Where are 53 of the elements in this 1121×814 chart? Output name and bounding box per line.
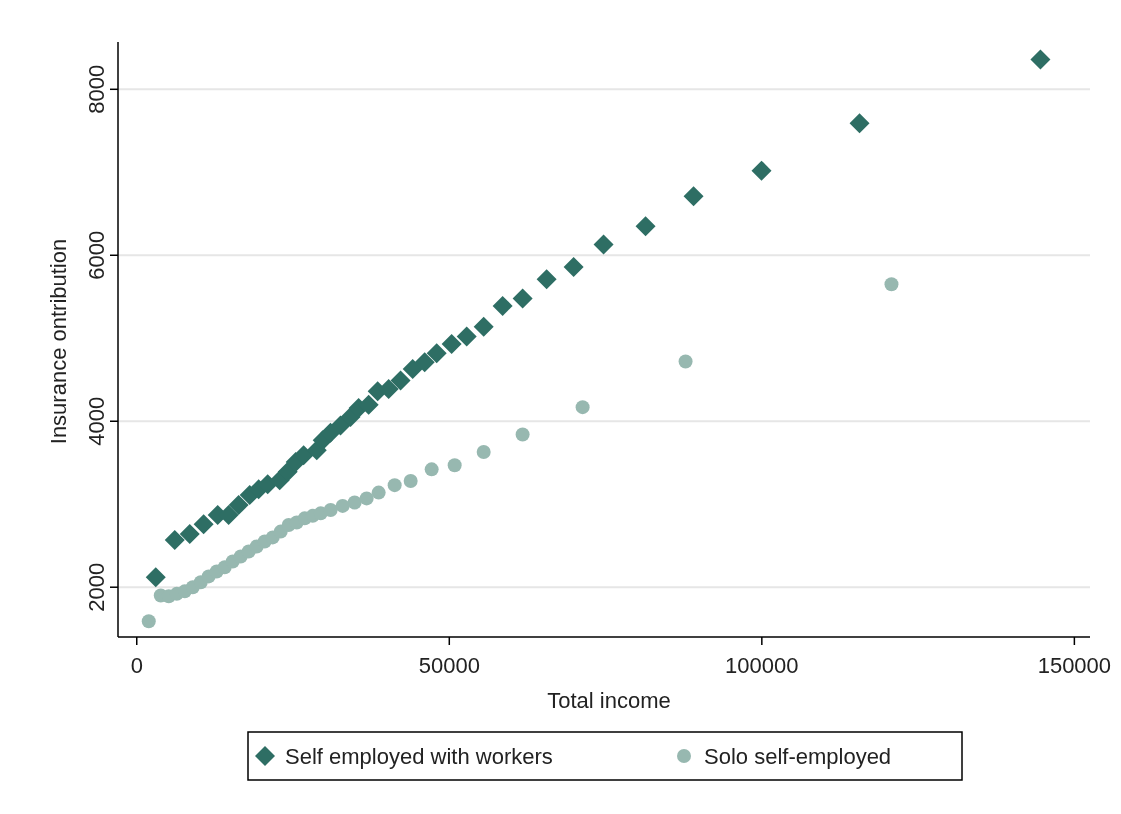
point bbox=[751, 160, 772, 181]
point bbox=[476, 444, 491, 459]
point bbox=[441, 334, 462, 355]
point bbox=[456, 326, 477, 347]
point bbox=[387, 478, 402, 493]
point bbox=[323, 503, 338, 518]
x-tick-label: 100000 bbox=[725, 653, 799, 678]
point bbox=[635, 216, 656, 237]
point bbox=[320, 422, 341, 443]
point bbox=[593, 234, 614, 255]
legend-label: Self employed with workers bbox=[285, 744, 553, 769]
point bbox=[884, 277, 899, 292]
point bbox=[426, 343, 447, 364]
x-axis-title: Total income bbox=[547, 688, 671, 713]
point bbox=[678, 354, 693, 369]
point bbox=[492, 295, 513, 316]
point bbox=[293, 445, 314, 466]
point bbox=[575, 400, 590, 415]
point bbox=[414, 352, 435, 373]
point bbox=[359, 491, 374, 506]
point bbox=[515, 427, 530, 442]
point bbox=[141, 614, 156, 629]
point bbox=[563, 256, 584, 277]
point bbox=[849, 113, 870, 134]
point bbox=[330, 415, 351, 436]
point bbox=[683, 186, 704, 207]
point bbox=[512, 288, 533, 309]
legend-label: Solo self-employed bbox=[704, 744, 892, 769]
y-tick-label: 6000 bbox=[84, 230, 109, 280]
point bbox=[228, 495, 249, 516]
point bbox=[473, 316, 494, 337]
y-tick-label: 8000 bbox=[84, 64, 109, 114]
point bbox=[179, 524, 200, 545]
point bbox=[145, 567, 166, 588]
point bbox=[335, 498, 350, 513]
x-tick-label: 150000 bbox=[1037, 653, 1112, 678]
point bbox=[277, 461, 298, 482]
point bbox=[402, 358, 423, 379]
point bbox=[390, 370, 411, 391]
point bbox=[424, 462, 439, 477]
point bbox=[164, 529, 185, 550]
y-tick-label: 2000 bbox=[84, 562, 109, 612]
point bbox=[193, 514, 214, 535]
point bbox=[536, 269, 557, 290]
point bbox=[347, 495, 362, 510]
point bbox=[1030, 49, 1051, 70]
x-tick-label: 50000 bbox=[418, 653, 480, 678]
point bbox=[447, 458, 462, 473]
y-axis-title: Insurance ontribution bbox=[46, 238, 71, 445]
point bbox=[403, 473, 418, 488]
x-tick-label: 0 bbox=[130, 653, 143, 678]
y-tick-label: 4000 bbox=[84, 396, 109, 446]
point bbox=[371, 485, 386, 500]
